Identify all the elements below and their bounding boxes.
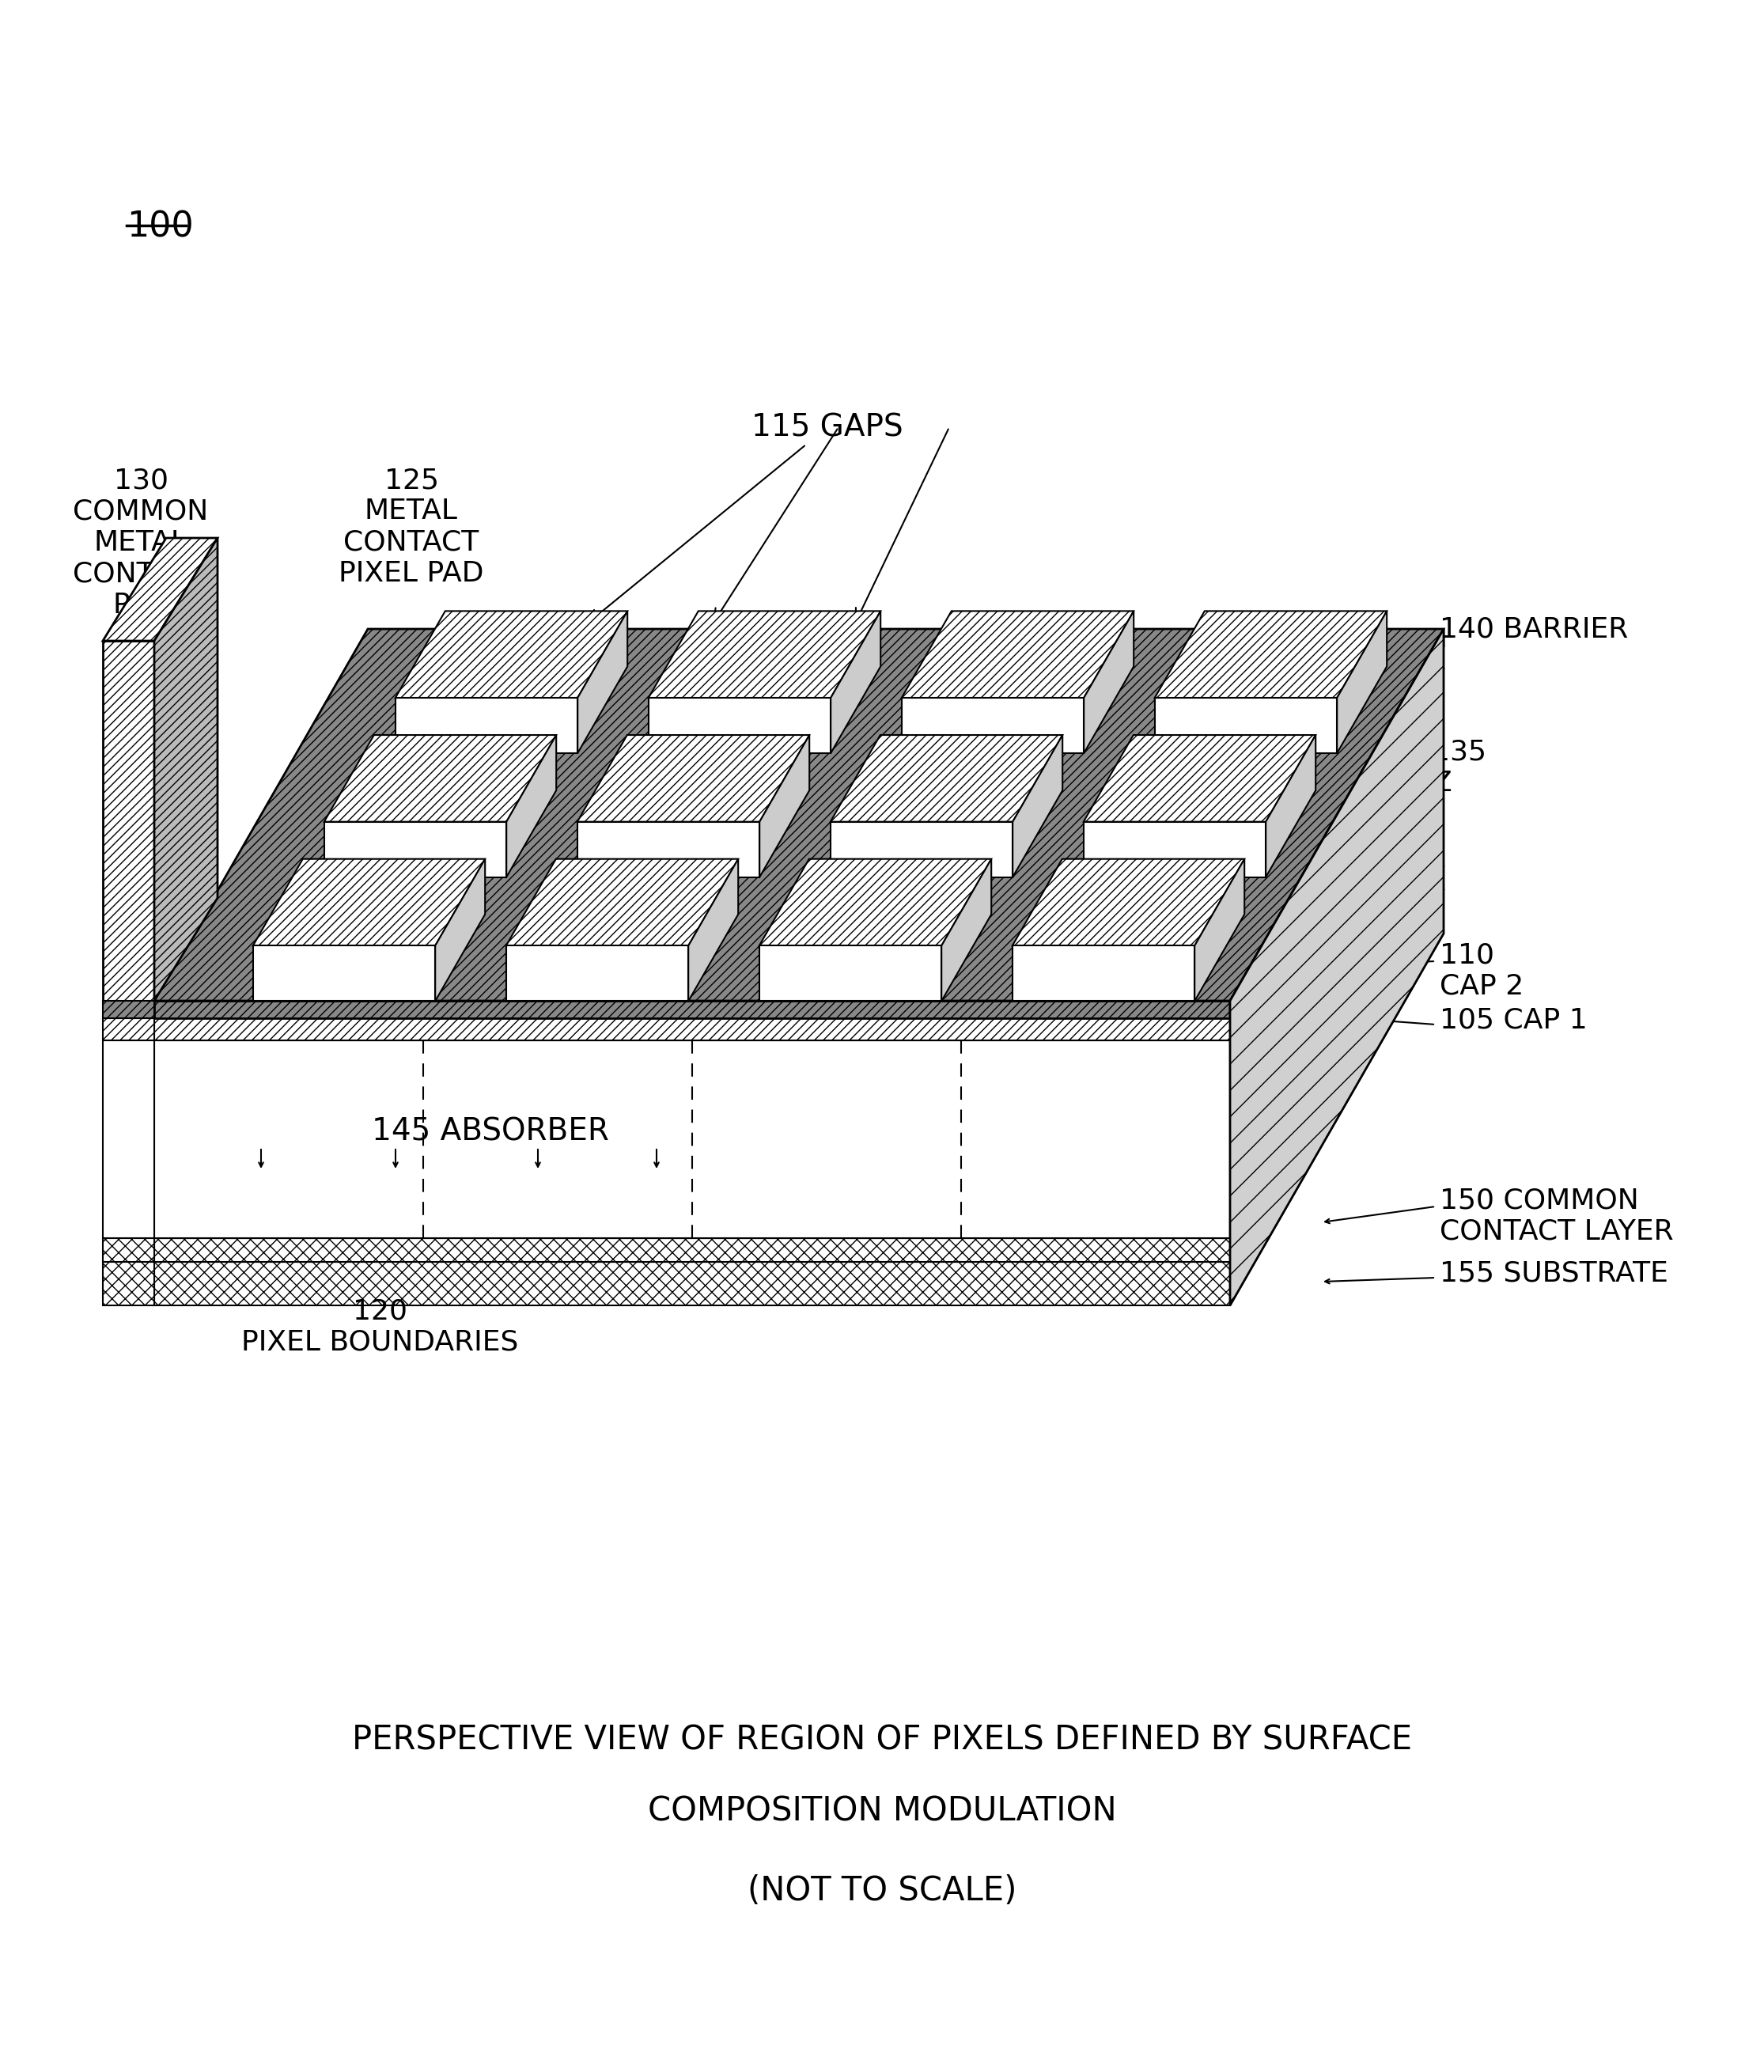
Polygon shape	[1013, 736, 1062, 876]
Polygon shape	[436, 860, 485, 1001]
Polygon shape	[649, 698, 831, 754]
Polygon shape	[395, 698, 577, 754]
Polygon shape	[1083, 823, 1267, 876]
Polygon shape	[1230, 630, 1443, 1017]
Polygon shape	[102, 1239, 153, 1262]
Polygon shape	[759, 945, 942, 1001]
Polygon shape	[760, 736, 810, 876]
Polygon shape	[102, 1262, 153, 1305]
Polygon shape	[153, 646, 1443, 1017]
Text: 155 SUBSTRATE: 155 SUBSTRATE	[1439, 1260, 1669, 1287]
Text: 110
CAP 2: 110 CAP 2	[1439, 941, 1524, 999]
Text: 135
Z: 135 Z	[1432, 738, 1487, 796]
Polygon shape	[153, 1001, 1230, 1017]
Polygon shape	[577, 736, 810, 823]
Polygon shape	[252, 945, 436, 1001]
Polygon shape	[1230, 646, 1443, 1040]
Polygon shape	[1155, 698, 1337, 754]
Polygon shape	[102, 1001, 153, 1017]
Text: 130
COMMON
METAL
CONTACT
PAD: 130 COMMON METAL CONTACT PAD	[72, 466, 208, 617]
Text: 140 BARRIER: 140 BARRIER	[1439, 615, 1628, 642]
Text: 150 COMMON
CONTACT LAYER: 150 COMMON CONTACT LAYER	[1439, 1187, 1674, 1245]
Text: 120
PIXEL BOUNDARIES: 120 PIXEL BOUNDARIES	[242, 1297, 519, 1355]
Polygon shape	[1155, 611, 1387, 698]
Polygon shape	[688, 860, 737, 1001]
Polygon shape	[102, 1017, 153, 1040]
Polygon shape	[102, 640, 153, 1001]
Polygon shape	[102, 1040, 153, 1239]
Polygon shape	[153, 669, 1443, 1040]
Polygon shape	[506, 860, 737, 945]
Polygon shape	[153, 1262, 1230, 1305]
Polygon shape	[102, 539, 217, 640]
Polygon shape	[1230, 866, 1443, 1262]
Polygon shape	[506, 736, 556, 876]
Polygon shape	[1083, 736, 1316, 823]
Text: PERSPECTIVE VIEW OF REGION OF PIXELS DEFINED BY SURFACE: PERSPECTIVE VIEW OF REGION OF PIXELS DEF…	[353, 1724, 1411, 1757]
Polygon shape	[395, 611, 628, 698]
Polygon shape	[252, 860, 485, 945]
Text: 145 ABSORBER: 145 ABSORBER	[372, 1117, 609, 1146]
Polygon shape	[1230, 891, 1443, 1305]
Polygon shape	[1337, 611, 1387, 754]
Polygon shape	[901, 698, 1083, 754]
Polygon shape	[942, 860, 991, 1001]
Polygon shape	[153, 866, 1443, 1239]
Polygon shape	[649, 611, 880, 698]
Polygon shape	[1083, 611, 1134, 754]
Polygon shape	[831, 611, 880, 754]
Text: 115 GAPS: 115 GAPS	[589, 412, 903, 622]
Polygon shape	[506, 945, 688, 1001]
Polygon shape	[153, 539, 217, 1001]
Text: 100: 100	[127, 209, 194, 244]
Polygon shape	[153, 891, 1443, 1262]
Polygon shape	[759, 860, 991, 945]
Polygon shape	[1230, 669, 1443, 1239]
Text: (NOT TO SCALE): (NOT TO SCALE)	[748, 1875, 1016, 1908]
Polygon shape	[325, 823, 506, 876]
Polygon shape	[1194, 860, 1244, 1001]
Polygon shape	[831, 736, 1062, 823]
Polygon shape	[1013, 860, 1244, 945]
Text: COMPOSITION MODULATION: COMPOSITION MODULATION	[647, 1794, 1117, 1828]
Polygon shape	[1013, 945, 1194, 1001]
Text: 105 CAP 1: 105 CAP 1	[1439, 1007, 1588, 1034]
Text: 125
METAL
CONTACT
PIXEL PAD: 125 METAL CONTACT PIXEL PAD	[339, 466, 483, 586]
Polygon shape	[831, 823, 1013, 876]
Polygon shape	[325, 736, 556, 823]
Polygon shape	[901, 611, 1134, 698]
Polygon shape	[577, 823, 760, 876]
Polygon shape	[153, 1040, 1230, 1239]
Polygon shape	[1267, 736, 1316, 876]
Polygon shape	[153, 630, 1443, 1001]
Polygon shape	[1230, 630, 1443, 1305]
Polygon shape	[153, 1017, 1230, 1040]
Polygon shape	[577, 611, 628, 754]
Polygon shape	[153, 1239, 1230, 1262]
